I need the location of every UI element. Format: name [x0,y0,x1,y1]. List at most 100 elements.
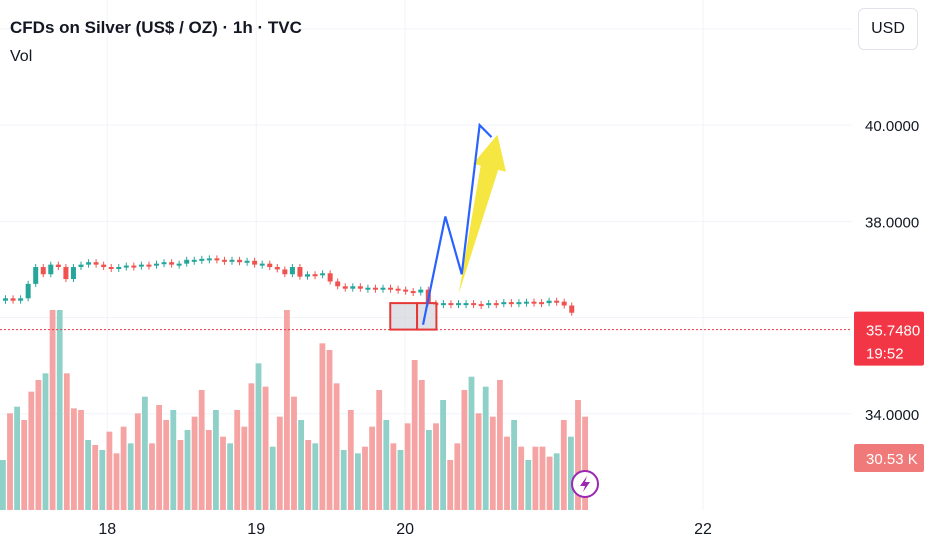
volume-bar [78,410,84,510]
candle [138,264,144,267]
volume-bar [291,396,297,510]
y-tick-label: 38.0000 [865,214,919,231]
volume-bar [504,436,510,510]
volume-bar [248,383,255,510]
candle [561,301,567,306]
volume-bar [489,416,496,510]
candle [116,267,122,270]
candle [221,259,227,262]
volume-bar [276,416,283,510]
volume-bar [205,430,212,510]
volume-bar [298,420,304,510]
lightning-icon-bolt [580,476,590,492]
volume-bar [269,446,276,510]
y-tick-label: 34.0000 [865,407,919,424]
volume-bar [362,446,368,510]
candle [199,258,205,261]
volume-bar [92,445,99,510]
candle [55,264,61,268]
volume-bar [312,443,319,510]
candle [176,263,182,266]
candle [440,303,446,306]
volume-bar [0,460,6,510]
candle [365,287,371,290]
volume-bar [42,373,49,510]
volume-bar [191,416,198,510]
volume-bar [376,390,383,510]
volume-bar [120,426,127,510]
volume-bar [511,420,517,510]
volume-bar [347,410,354,510]
candle [25,283,31,299]
candle [508,302,514,305]
volume-bar [241,426,248,510]
volume-bar [7,413,13,510]
x-tick-label: 18 [98,521,116,538]
candle [335,281,341,287]
volume-value-badge [854,444,924,472]
candle [206,258,212,261]
volume-bar [35,380,42,510]
volume-bar [284,310,290,510]
volume-bar [553,453,560,510]
candle [10,298,16,301]
projection-path [421,122,493,325]
candle [546,300,552,304]
volume-bar [163,420,170,510]
candle [244,260,250,263]
volume-bar [568,436,574,510]
candle [63,267,69,280]
candle [501,302,507,305]
candle [350,286,356,289]
volume-bar [213,410,219,510]
candle [463,303,469,306]
candle [191,259,197,262]
currency-button[interactable]: USD [858,8,918,50]
volume-bar [383,420,390,510]
volume-bar [262,386,269,510]
candle [486,303,492,306]
volume-bar [468,376,475,510]
x-tick-label: 22 [694,521,712,538]
candle [282,269,288,275]
candle [229,259,235,262]
candle [395,288,401,291]
volume-bar [21,420,28,510]
candle [493,303,499,306]
volume-bar [319,343,326,510]
candle [357,286,363,289]
volume-value-label: 30.53 K [866,451,918,468]
candle [78,264,84,268]
volume-bar [220,436,226,510]
volume-bar [142,396,148,510]
volume-bar [497,380,503,510]
x-tick-label: 20 [396,521,414,538]
volume-bar [177,440,184,510]
volume-bar [454,443,461,510]
volume-label: Vol [10,48,33,65]
volume-bar [404,423,411,510]
candle [418,289,424,293]
volume-bar [170,410,177,510]
candle [146,264,152,267]
candle [274,267,280,270]
candle [267,263,273,268]
volume-bar [14,406,20,510]
candle [101,264,107,268]
candle [237,259,243,263]
volume-bar [355,453,361,510]
volume-bar [149,443,155,510]
candle [18,298,24,301]
candle [478,304,484,307]
volume-bar [340,450,347,510]
volume-bar [127,443,134,510]
candle [123,265,129,268]
volume-bar [227,443,233,510]
candle [70,267,76,280]
volume-bar [326,350,333,510]
candle [259,263,265,266]
volume-bar [447,460,454,510]
volume-bar [156,405,162,510]
volume-bar [440,400,446,510]
